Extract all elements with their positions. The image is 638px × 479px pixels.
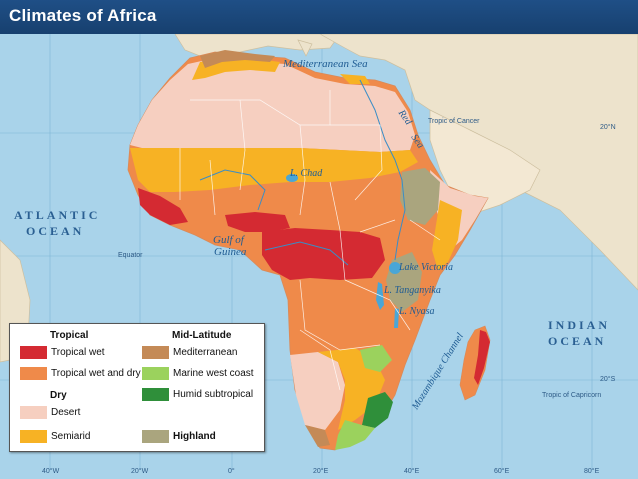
arabian-peninsula [429,109,541,216]
semiarid-libya-coast [340,74,370,84]
label-indian-ocean-2: OCEAN [548,334,607,348]
swatch-marine-west-coast [142,367,169,380]
nile-river [359,79,406,261]
lake-tanganyika [376,282,384,310]
tropical-wet-guinea [225,212,290,232]
axis-20w: 20°W [131,468,149,475]
tropical-wet-congo [262,228,385,280]
label-atlantic-ocean-2: OCEAN [26,224,85,238]
axis-40e: 40°E [404,468,420,475]
label-gulf-of-guinea-1: Gulf of [213,234,244,246]
label-lake-tanganyika: L. Tanganyika [384,285,441,296]
axis-80e: 80°E [584,468,600,475]
label-equator: Equator [118,252,143,259]
legend-label-humid-subtropical: Humid subtropical [173,389,254,400]
semiarid-horn [432,200,462,270]
label-20s: 20°S [600,376,616,383]
label-atlantic-ocean-1: ATLANTIC [14,208,101,222]
legend-label-highland: Highland [173,431,216,442]
lake-victoria [389,262,401,274]
legend-heading-tropical: Tropical [50,330,89,341]
label-lake-chad: L. Chad [290,168,323,179]
swatch-mediterranean [142,346,169,359]
desert-sahara [130,58,415,152]
country-borders [179,90,441,391]
mediterranean-south [305,425,330,447]
tropical-wet-west [138,188,188,225]
label-20n: 20°N [600,124,616,131]
label-tropic-of-capricorn: Tropic of Capricorn [542,392,602,399]
map-legend: Tropical Tropical wet Tropical wet and d… [9,323,265,452]
legend-label-semiarid: Semiarid [51,431,91,442]
legend-heading-mid-latitude: Mid-Latitude [172,330,232,341]
map-title: Climates of Africa [9,6,157,25]
lake-chad [286,174,298,182]
swatch-highland [142,430,169,443]
swatch-humid-subtropical [142,388,169,401]
marine-west-coast-interior [360,345,392,372]
axis-20e: 20°E [313,468,329,475]
congo-river [264,241,349,266]
swatch-tropical-wet [20,346,47,359]
axis-40w: 40°W [42,468,60,475]
label-mediterranean-sea: Mediterranean Sea [283,58,368,70]
legend-label-tropical-wet-and-dry: Tropical wet and dry [51,368,141,379]
label-indian-ocean-1: INDIAN [548,318,611,332]
niger-river [199,169,266,211]
highland-ethiopia [400,168,440,225]
legend-label-marine-west-coast: Marine west coast [173,368,254,379]
swatch-semiarid [20,430,47,443]
legend-label-tropical-wet: Tropical wet [51,347,105,358]
semiarid-sahel [130,148,418,192]
lakes [286,174,401,328]
lake-nyasa [394,308,399,328]
marine-west-coast-south [335,420,375,450]
desert-kalahari [290,352,345,430]
swatch-desert [20,406,47,419]
legend-label-desert: Desert [51,407,81,418]
madagascar-tropical-wet [474,330,490,385]
legend-label-mediterranean: Mediterranean [173,347,238,358]
label-gulf-of-guinea-2: Guinea [214,246,247,258]
italy [297,39,313,57]
label-tropic-of-cancer: Tropic of Cancer [428,118,480,125]
rivers [199,79,406,266]
label-lake-victoria: Lake Victoria [399,262,453,273]
title-bar: Climates of Africa [0,0,638,34]
swatch-tropical-wet-and-dry [20,367,47,380]
legend-heading-dry: Dry [50,390,67,401]
axis-60e: 60°E [494,468,510,475]
label-lake-nyasa: L. Nyasa [399,306,435,317]
axis-0: 0° [228,468,235,475]
mediterranean-north [200,50,275,68]
humid-subtropical-se [362,392,393,428]
